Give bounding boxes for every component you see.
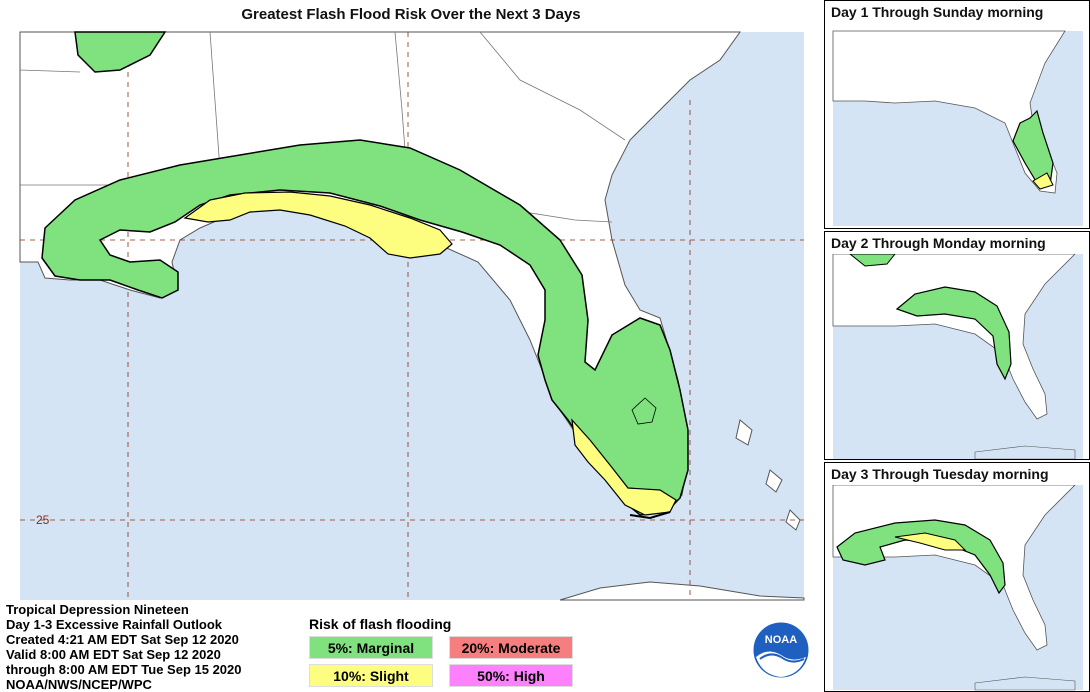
inset-day3-marginal: [836, 519, 1006, 595]
inset-day3-title: Day 3 Through Tuesday morning: [831, 466, 1049, 482]
inset-day2-title: Day 2 Through Monday morning: [831, 235, 1046, 251]
inset-day1-map: [832, 30, 1083, 226]
slight-risk-area-north: [183, 191, 453, 259]
info-line-2: Day 1-3 Excessive Rainfall Outlook: [6, 617, 223, 632]
inset-day1-slight: [1032, 172, 1054, 190]
legend-moderate: 20%: Moderate: [449, 636, 573, 659]
info-line-4: Valid 8:00 AM EDT Sat Sep 12 2020: [6, 647, 221, 662]
inset-day2-marginal-north: [849, 254, 896, 267]
legend-marginal: 5%: Marginal: [309, 636, 433, 659]
marginal-risk-area: [74, 31, 167, 73]
inset-day1-marginal: [1012, 109, 1054, 186]
legend-title: Risk of flash flooding: [309, 616, 452, 632]
inset-day2-panel: Day 2 Through Monday morning: [824, 231, 1090, 460]
inset-day2-gulf: [974, 445, 1076, 459]
main-map-panel: Greatest Flash Flood Risk Over the Next …: [19, 6, 805, 601]
main-map: [19, 31, 805, 601]
lake-okeechobee: [631, 397, 657, 425]
inset-day3-map: [832, 485, 1083, 691]
inset-day3-slight: [894, 532, 967, 551]
inset-day1-title: Day 1 Through Sunday morning: [831, 4, 1044, 20]
info-line-3: Created 4:21 AM EDT Sat Sep 12 2020: [6, 632, 239, 647]
noaa-logo-text: NOAA: [765, 634, 797, 646]
outlook-info-box: Tropical Depression Nineteen Day 1-3 Exc…: [4, 600, 299, 692]
info-line-6: NOAA/NWS/NCEP/WPC: [6, 677, 152, 692]
inset-day2-marginal: [895, 286, 1012, 381]
cuba-land: [559, 581, 805, 601]
latitude-label: 25: [36, 513, 50, 527]
legend-high: 50%: High: [449, 664, 573, 687]
florida-keys: [629, 511, 671, 520]
info-line-1: Tropical Depression Nineteen: [6, 602, 189, 617]
risk-legend: Risk of flash flooding 5%: Marginal 20%:…: [303, 612, 579, 690]
main-map-title: Greatest Flash Flood Risk Over the Next …: [241, 6, 581, 23]
inset-day3-panel: Day 3 Through Tuesday morning: [824, 462, 1090, 692]
bahamas-land: [735, 419, 801, 531]
noaa-logo: NOAA: [752, 621, 810, 679]
inset-day1-panel: Day 1 Through Sunday morning: [824, 0, 1090, 229]
inset-day2-map: [832, 254, 1083, 459]
inset-day3-gulf: [974, 676, 1076, 691]
legend-slight: 10%: Slight: [309, 664, 433, 687]
info-line-5: through 8:00 AM EDT Tue Sep 15 2020: [6, 662, 242, 677]
marginal-risk-area-main: [41, 139, 689, 516]
